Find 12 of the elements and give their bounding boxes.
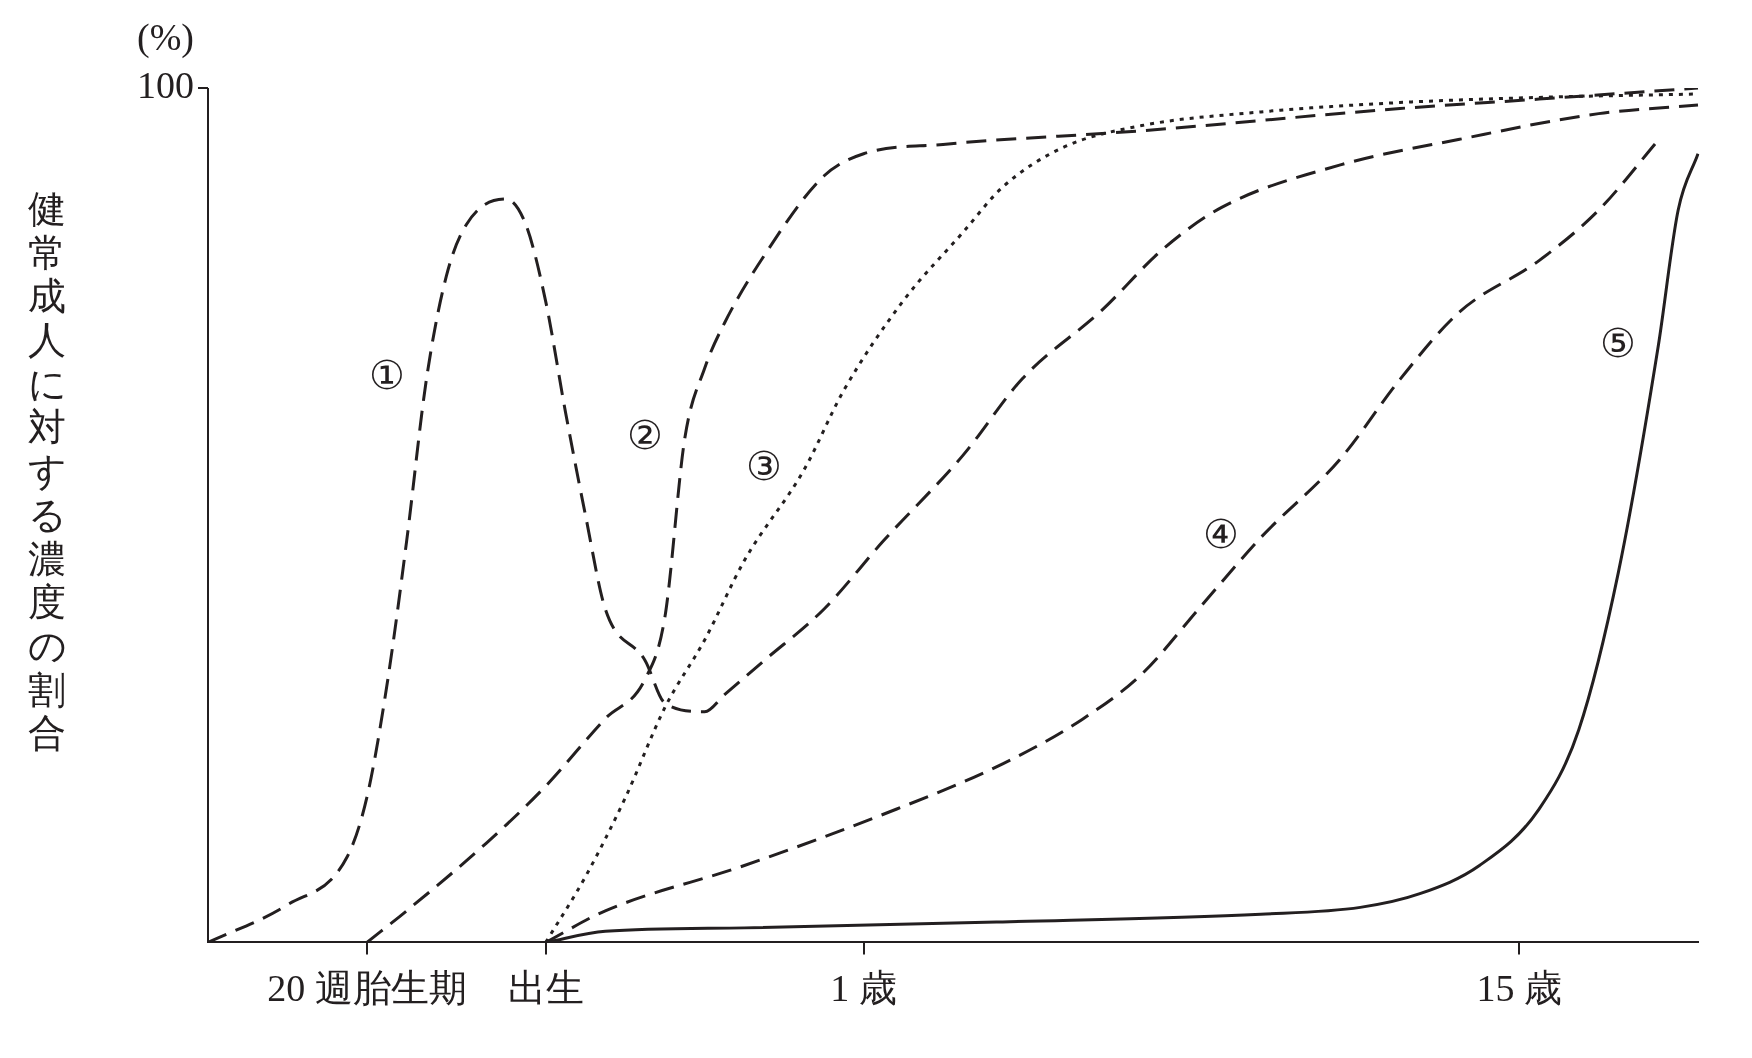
series-label: ② (626, 412, 663, 458)
x-tick-label: 出生 (507, 967, 584, 1010)
text: 健常成人に対する濃度の割合 (28, 188, 67, 755)
series-label: ⑤ (1600, 320, 1637, 366)
text: (%) (137, 15, 194, 59)
text: 100 (137, 63, 194, 106)
x-tick-label: 1 歳 (830, 967, 897, 1010)
series-label: ① (368, 353, 405, 398)
series-label: ④ (1202, 511, 1239, 557)
x-tick-label: 20 週胎生期 (267, 967, 467, 1010)
x-tick-label: 15 歳 (1476, 967, 1562, 1010)
series-label: ③ (746, 444, 782, 490)
